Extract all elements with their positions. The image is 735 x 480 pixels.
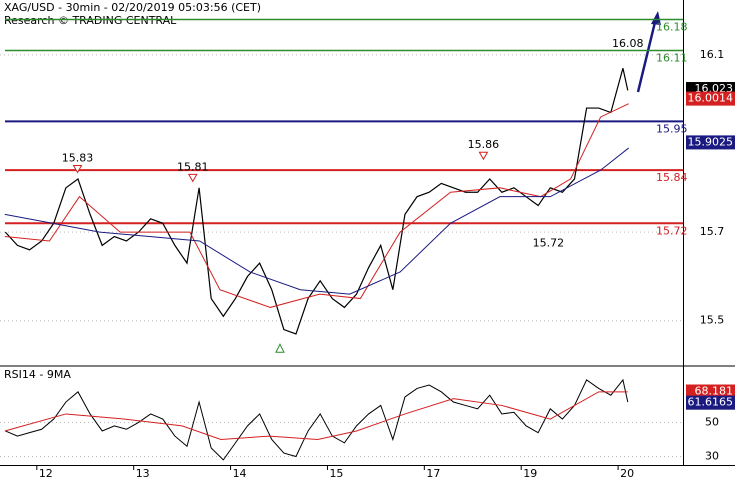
y-tick-label: 30 — [705, 449, 719, 462]
marker-down — [478, 151, 489, 161]
series-line — [4, 147, 630, 295]
level-label: 15.95 — [656, 122, 688, 135]
price-box — [686, 91, 735, 106]
annotation-label: 16.08 — [612, 37, 644, 50]
x-tick-label: 12 — [39, 467, 53, 480]
level-label: 15.72 — [656, 224, 688, 237]
level-label: 16.18 — [656, 20, 688, 33]
price-box-label: 15.9025 — [688, 135, 734, 148]
panel-title: RSI14 - 9MA — [4, 368, 71, 381]
chart-subtitle: Research © TRADING CENTRAL — [4, 14, 177, 27]
annotation-label: 15.86 — [468, 138, 500, 151]
series-line — [4, 103, 629, 308]
price-box — [686, 384, 735, 399]
annotation-label: 15.72 — [533, 236, 565, 249]
y-tick-label: 50 — [705, 415, 719, 428]
chart-title: XAG/USD - 30min - 02/20/2019 05:03:56 (C… — [4, 1, 261, 14]
x-tick-label: 13 — [136, 467, 150, 480]
price-box — [686, 395, 735, 410]
marker-down — [187, 173, 198, 183]
level-label: 15.84 — [656, 171, 688, 184]
x-tick-label: 19 — [523, 467, 537, 480]
series-line — [4, 68, 629, 335]
arrow-head — [651, 11, 661, 25]
x-tick-label: 15 — [329, 467, 343, 480]
price-box-label: 61.6165 — [688, 396, 734, 409]
x-tick-label: 14 — [233, 467, 247, 480]
y-tick-label: 15.7 — [700, 225, 725, 238]
series-line — [4, 391, 628, 440]
marker-up — [275, 343, 285, 353]
y-tick-label: 15.5 — [700, 314, 725, 327]
projection-arrow — [636, 17, 658, 93]
x-tick-label: 20 — [620, 467, 634, 480]
price-box-label: 16.0014 — [688, 92, 734, 105]
marker-down — [72, 165, 83, 174]
y-tick-label: 16.1 — [700, 48, 725, 61]
annotation-label: 15.81 — [177, 160, 209, 173]
series-line — [5, 378, 629, 461]
annotation-label: 15.83 — [62, 152, 94, 165]
x-tick-label: 17 — [426, 467, 440, 480]
level-label: 16.11 — [656, 51, 688, 64]
price-box-label: 68.181 — [695, 385, 734, 398]
price-box — [686, 135, 735, 150]
